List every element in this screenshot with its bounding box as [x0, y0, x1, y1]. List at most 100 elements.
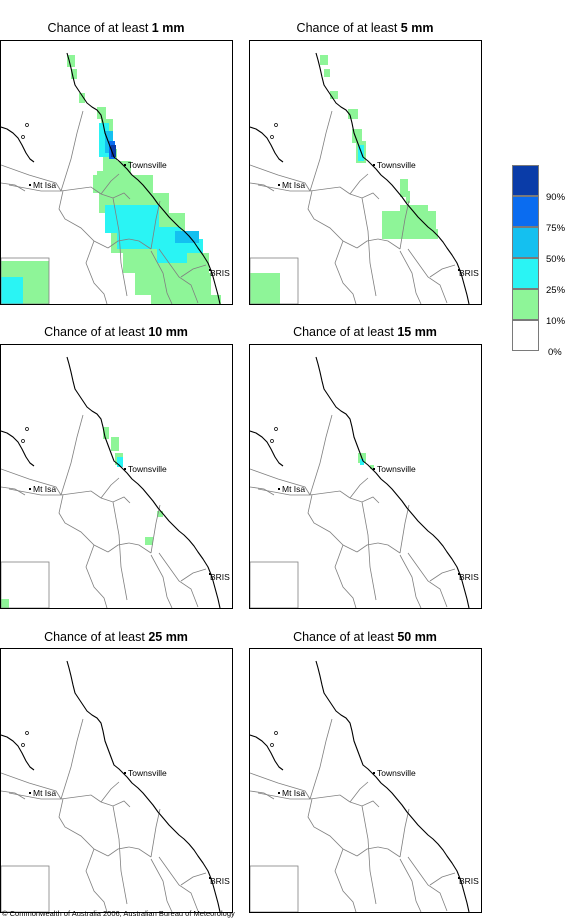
district-boundary	[150, 504, 161, 554]
district-boundary	[307, 494, 358, 553]
town-label-brisbane: BRIS	[210, 876, 230, 886]
queensland-map: Townsville Mt Isa BRIS	[250, 356, 479, 608]
probability-cell-green	[157, 511, 163, 517]
district-boundary	[307, 798, 358, 857]
town-label-mt_isa: Mt Isa	[33, 484, 56, 494]
town-marker-townsville	[124, 164, 126, 166]
district-boundary	[107, 846, 130, 857]
town-marker-townsville	[124, 772, 126, 774]
inset-frame	[250, 865, 299, 912]
district-boundary	[128, 542, 152, 554]
inset-frame	[1, 865, 50, 912]
district-boundary	[8, 488, 102, 499]
probability-cell-green	[320, 55, 328, 65]
probability-cell-green	[97, 107, 106, 119]
coastline	[250, 734, 284, 771]
town-marker-townsville	[124, 468, 126, 470]
district-boundary	[334, 544, 357, 608]
district-boundary	[60, 110, 84, 192]
district-boundary	[107, 238, 130, 249]
probability-cell-green	[400, 179, 408, 197]
district-boundary	[128, 238, 152, 250]
queensland-map: Townsville Mt Isa BRIS	[1, 356, 230, 608]
district-boundary	[429, 264, 456, 278]
town-marker-townsville	[373, 772, 375, 774]
district-boundary	[257, 488, 351, 499]
district-boundary	[429, 872, 456, 886]
town-label-brisbane: BRIS	[210, 572, 230, 582]
town-marker-mt_isa	[278, 488, 280, 490]
probability-cell-green	[151, 295, 221, 304]
district-boundary	[150, 250, 173, 304]
legend-swatch-25	[512, 258, 539, 289]
district-boundary	[58, 190, 109, 249]
town-marker-mt_isa	[29, 488, 31, 490]
district-boundary	[150, 858, 173, 912]
town-label-brisbane: BRIS	[459, 876, 479, 886]
town-marker-townsville	[373, 164, 375, 166]
district-boundary	[257, 184, 351, 195]
inset-frame	[1, 561, 50, 608]
coastline	[250, 430, 284, 467]
map-15mm: Townsville Mt Isa BRIS	[249, 344, 482, 609]
town-label-townsville: Townsville	[377, 464, 416, 474]
inset-frame	[1, 257, 50, 304]
district-boundary	[356, 542, 379, 553]
district-boundary	[150, 200, 161, 250]
inset-frame	[250, 257, 299, 304]
coastline	[66, 52, 221, 304]
district-boundary	[407, 552, 448, 608]
district-boundary	[349, 781, 369, 803]
town-marker-brisbane	[209, 573, 211, 575]
town-marker-townsville	[373, 468, 375, 470]
town-marker-brisbane	[458, 269, 460, 271]
probability-cell-cyan	[1, 277, 23, 304]
town-label-mt_isa: Mt Isa	[33, 788, 56, 798]
coastline	[1, 126, 35, 163]
coastline	[66, 660, 221, 912]
map-5mm: Townsville Mt Isa BRIS	[249, 40, 482, 305]
island-mark	[274, 123, 278, 127]
map-50mm: Townsville Mt Isa BRIS	[249, 648, 482, 913]
town-label-brisbane: BRIS	[459, 572, 479, 582]
district-boundary	[399, 200, 410, 250]
district-boundary	[429, 568, 456, 582]
district-boundary	[85, 240, 108, 304]
queensland-map: Townsville Mt Isa BRIS	[250, 52, 479, 304]
coastline	[66, 356, 221, 608]
district-boundary	[112, 197, 128, 297]
probability-cell-green	[406, 191, 410, 203]
district-boundary	[349, 496, 380, 504]
town-marker-mt_isa	[278, 184, 280, 186]
probability-cell-cyan	[99, 123, 109, 157]
district-boundary	[58, 494, 109, 553]
island-mark	[25, 731, 29, 735]
district-boundary	[250, 182, 275, 192]
panel-title-5mm: Chance of at least 5 mm	[296, 21, 434, 35]
island-mark	[21, 743, 25, 747]
district-boundary	[8, 792, 102, 803]
town-marker-mt_isa	[278, 792, 280, 794]
district-boundary	[128, 846, 152, 858]
legend-label-25: 25%	[546, 285, 566, 296]
town-label-townsville: Townsville	[128, 160, 167, 170]
district-boundary	[85, 544, 108, 608]
probability-cell-green	[145, 537, 153, 545]
district-boundary	[334, 848, 357, 912]
district-boundary	[349, 800, 380, 808]
district-boundary	[100, 800, 131, 808]
district-boundary	[8, 184, 102, 195]
district-boundary	[309, 110, 333, 192]
district-boundary	[349, 192, 380, 200]
map-10mm: Townsville Mt Isa BRIS	[0, 344, 233, 609]
district-boundary	[100, 173, 120, 195]
district-boundary	[85, 848, 108, 912]
district-boundary	[60, 718, 84, 800]
town-label-brisbane: BRIS	[210, 268, 230, 278]
queensland-map: Townsville Mt Isa BRIS	[1, 52, 230, 304]
legend-label-90: 90%	[546, 192, 566, 203]
probability-cell-green	[93, 175, 153, 193]
probability-cell-cyan	[117, 457, 123, 467]
town-label-mt_isa: Mt Isa	[282, 788, 305, 798]
district-boundary	[377, 238, 401, 250]
